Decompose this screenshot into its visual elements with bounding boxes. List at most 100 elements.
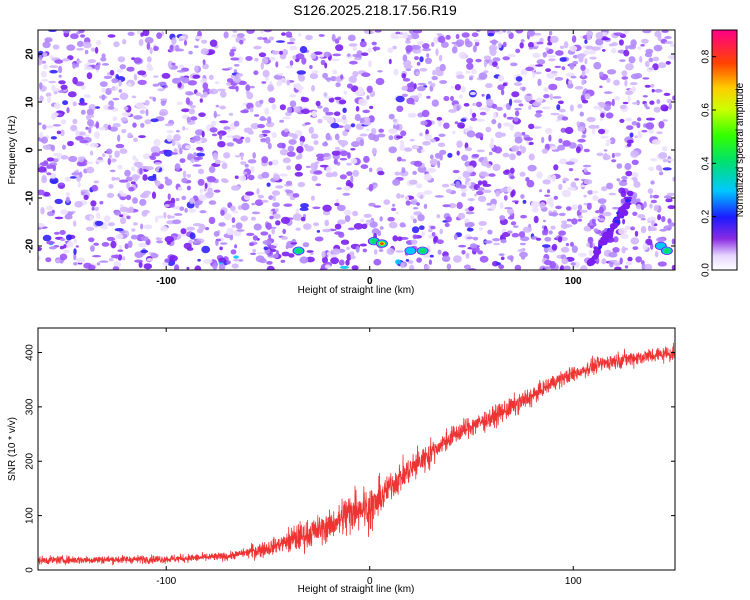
spectrogram-cell [159, 108, 169, 117]
spectrogram-cell [179, 147, 183, 155]
spectrogram-cell [167, 214, 171, 220]
spectrogram-cell [520, 214, 527, 219]
spectrogram-cell [352, 169, 360, 177]
snr-x-tick-label: 100 [565, 576, 582, 587]
spectrogram-cell [597, 198, 607, 204]
spectrogram-cell [410, 81, 414, 87]
spectrogram-cell [457, 212, 466, 220]
spectrogram-cell [339, 265, 349, 269]
spectrogram-cell [586, 259, 594, 267]
spectrogram-cell [528, 105, 532, 110]
spectrogram-cell [613, 79, 620, 86]
spectrogram-cell [557, 100, 564, 105]
spectrogram-bright-spot [662, 248, 671, 254]
spectrogram-cell [509, 123, 515, 131]
spectrogram-cell [174, 163, 181, 171]
spectrogram-cell [282, 228, 287, 234]
spectrogram-cell [631, 159, 639, 165]
spectrogram-cell [427, 80, 433, 85]
spectrogram-cell [310, 162, 318, 170]
spectrogram-cell [417, 165, 427, 173]
spectrogram-cell [285, 245, 289, 250]
spectrogram-cell [355, 245, 360, 253]
spectrogram-cell [314, 236, 324, 242]
spectrogram-cell [535, 97, 544, 103]
spectrogram-cell [602, 37, 611, 41]
spectrogram-cell [233, 63, 240, 67]
spectrogram-cell [519, 42, 524, 49]
spectrogram-cell [551, 243, 558, 251]
spectrogram-cell [309, 65, 313, 69]
spectrogram-cell [466, 182, 472, 187]
spectrogram-cell [350, 148, 356, 151]
spectrogram-cell [572, 54, 579, 59]
spectrogram-cell [369, 221, 378, 228]
spectrogram-cell [375, 77, 385, 86]
spectrogram-cell [223, 213, 232, 221]
spectrogram-cell [269, 56, 276, 61]
spectrogram-cell [392, 45, 397, 50]
spectrogram-cell [42, 41, 51, 49]
spectrogram-cell [631, 121, 638, 126]
colorbar-tick-label: 0.4 [701, 156, 712, 170]
spectrogram-cell [578, 215, 583, 219]
spectrogram-cell [63, 244, 67, 249]
spectrogram-cell [392, 178, 401, 186]
spectrogram-cell [616, 178, 621, 182]
spectrogram-cell [358, 88, 365, 96]
spectrogram-cell [343, 124, 352, 130]
spectrogram-cell [477, 250, 483, 255]
spectrogram-cell [410, 215, 415, 221]
spectrogram-cell [91, 184, 98, 192]
spectrogram-cell [151, 191, 157, 199]
spectrogram-cell [192, 223, 202, 227]
spectrogram-y-tick-label: -20 [25, 238, 36, 253]
spectrogram-cell [92, 255, 101, 258]
spectrogram-cell [442, 204, 451, 208]
spectrogram-cell [306, 250, 314, 253]
spectrogram-cell [73, 262, 78, 266]
spectrogram-cell [45, 92, 52, 97]
spectrogram-cell [323, 107, 329, 113]
spectrogram-cell [231, 217, 236, 224]
spectrogram-cell [438, 54, 443, 62]
spectrogram-cell [58, 80, 66, 85]
spectrogram-cell [126, 215, 131, 220]
spectrogram-cell [320, 59, 326, 66]
spectrogram-cell [101, 94, 106, 101]
spectrogram-cell [395, 31, 401, 35]
spectrogram-cell [621, 76, 629, 80]
spectrogram-cell [437, 120, 443, 127]
spectrogram-cell [146, 258, 153, 262]
spectrogram-cell [564, 126, 574, 135]
spectrogram-cell [450, 86, 455, 89]
spectrogram-cell [479, 107, 486, 111]
spectrogram-cell [524, 137, 534, 141]
spectrogram-cell [586, 116, 596, 123]
spectrogram-cell [378, 249, 384, 252]
spectrogram-cell [195, 92, 202, 97]
spectrogram-cell [576, 121, 580, 127]
spectrogram-cell [392, 118, 397, 123]
spectrogram-cell [38, 222, 45, 228]
spectrogram-x-tick-label: 0 [367, 276, 373, 287]
spectrogram-cell [423, 173, 432, 181]
spectrogram-cell [532, 101, 542, 107]
spectrogram-cell [51, 209, 55, 214]
spectrogram-cell [196, 146, 204, 151]
spectrogram-cell [469, 117, 478, 122]
spectrogram-cell [90, 200, 97, 207]
spectrogram-cell [599, 71, 604, 77]
spectrogram-cell [50, 173, 57, 179]
spectrogram-cell [437, 142, 446, 148]
spectrogram-cell [561, 220, 568, 224]
spectrogram-cell [570, 241, 574, 247]
spectrogram-cell [371, 128, 377, 135]
spectrogram-cell [38, 58, 43, 66]
spectrogram-cell [672, 176, 675, 182]
spectrogram-cell [431, 76, 438, 81]
spectrogram-cell [213, 110, 217, 119]
spectrogram-cell [60, 238, 66, 242]
spectrogram-cell [318, 34, 325, 37]
spectrogram-cell [182, 126, 186, 131]
